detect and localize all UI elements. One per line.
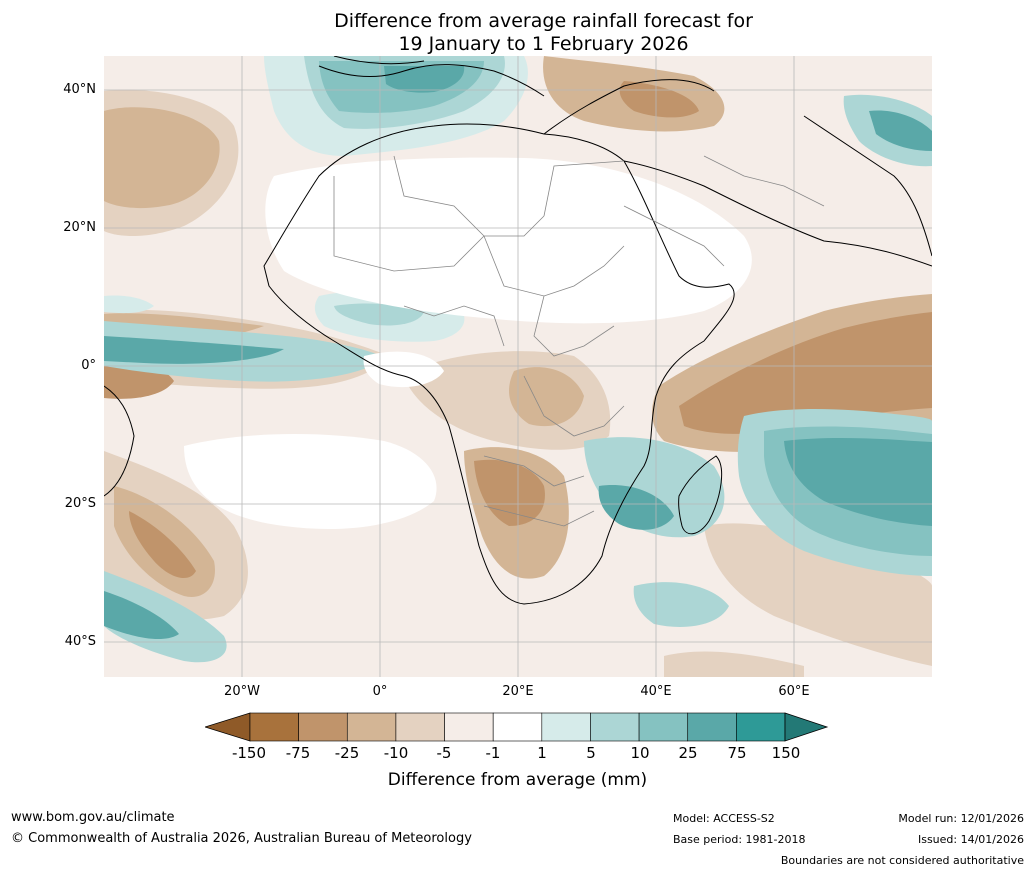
footer-base-period: Base period: 1981-2018: [673, 833, 806, 846]
tick-label: -5: [436, 744, 452, 762]
lon-label-40e: 40°E: [640, 684, 672, 699]
colorbar-extend-low: [205, 712, 251, 742]
colorbar-bin: [298, 712, 348, 742]
map-title: Difference from average rainfall forecas…: [0, 10, 1035, 56]
lat-label-20n: 20°N: [63, 220, 96, 235]
lon-label-20e: 20°E: [502, 684, 534, 699]
lon-label-20w: 20°W: [224, 684, 260, 699]
neutral-fields: [184, 157, 752, 529]
tick-label: 1: [537, 744, 547, 762]
lat-label-40n: 40°N: [63, 82, 96, 97]
footer-model-run: Model run: 12/01/2026: [898, 812, 1024, 825]
country-boundaries: [333, 155, 825, 527]
colorbar-bin: [395, 712, 445, 742]
colorbar-bins: [249, 712, 786, 742]
lat-label-40s: 40°S: [64, 634, 96, 649]
title-line-2: 19 January to 1 February 2026: [398, 33, 689, 55]
colorbar-extend-high: [784, 712, 829, 742]
rainfall-anomaly-map: [104, 56, 932, 677]
colorbar: [205, 712, 829, 742]
tick-label: 75: [727, 744, 747, 762]
colorbar-bin: [444, 712, 494, 742]
colorbar-bin: [541, 712, 591, 742]
map-canvas: [104, 56, 932, 677]
colorbar-bin: [249, 712, 299, 742]
colorbar-title: Difference from average (mm): [387, 770, 648, 790]
gridlines: [104, 56, 932, 677]
coastlines: [104, 56, 932, 605]
tick-label: -1: [485, 744, 501, 762]
colorbar-bin: [736, 712, 786, 742]
lon-label-0: 0°: [372, 684, 388, 699]
footer-copyright: © Commonwealth of Australia 2026, Austra…: [11, 831, 472, 846]
colorbar-bin: [492, 712, 543, 742]
lat-label-equator: 0°: [81, 358, 96, 373]
tick-label: -25: [334, 744, 360, 762]
colorbar-bin: [590, 712, 640, 742]
colorbar-bin: [346, 712, 397, 742]
lat-label-20s: 20°S: [64, 496, 96, 511]
tick-label: -10: [383, 744, 409, 762]
lon-label-60e: 60°E: [778, 684, 810, 699]
footer-disclaimer: Boundaries are not considered authoritat…: [780, 854, 1024, 867]
colorbar-bin: [687, 712, 737, 742]
tick-label: 150: [771, 744, 801, 762]
tick-label: -150: [231, 744, 267, 762]
footer-url[interactable]: www.bom.gov.au/climate: [11, 810, 175, 825]
colorbar-bin: [638, 712, 689, 742]
title-line-1: Difference from average rainfall forecas…: [334, 10, 753, 32]
tick-label: -75: [285, 744, 311, 762]
tick-label: 25: [678, 744, 698, 762]
tick-label: 5: [586, 744, 596, 762]
tick-label: 10: [630, 744, 650, 762]
footer-model: Model: ACCESS-S2: [673, 812, 775, 825]
wet-anomaly-fields: [104, 56, 932, 663]
footer-issued: Issued: 14/01/2026: [917, 833, 1024, 846]
